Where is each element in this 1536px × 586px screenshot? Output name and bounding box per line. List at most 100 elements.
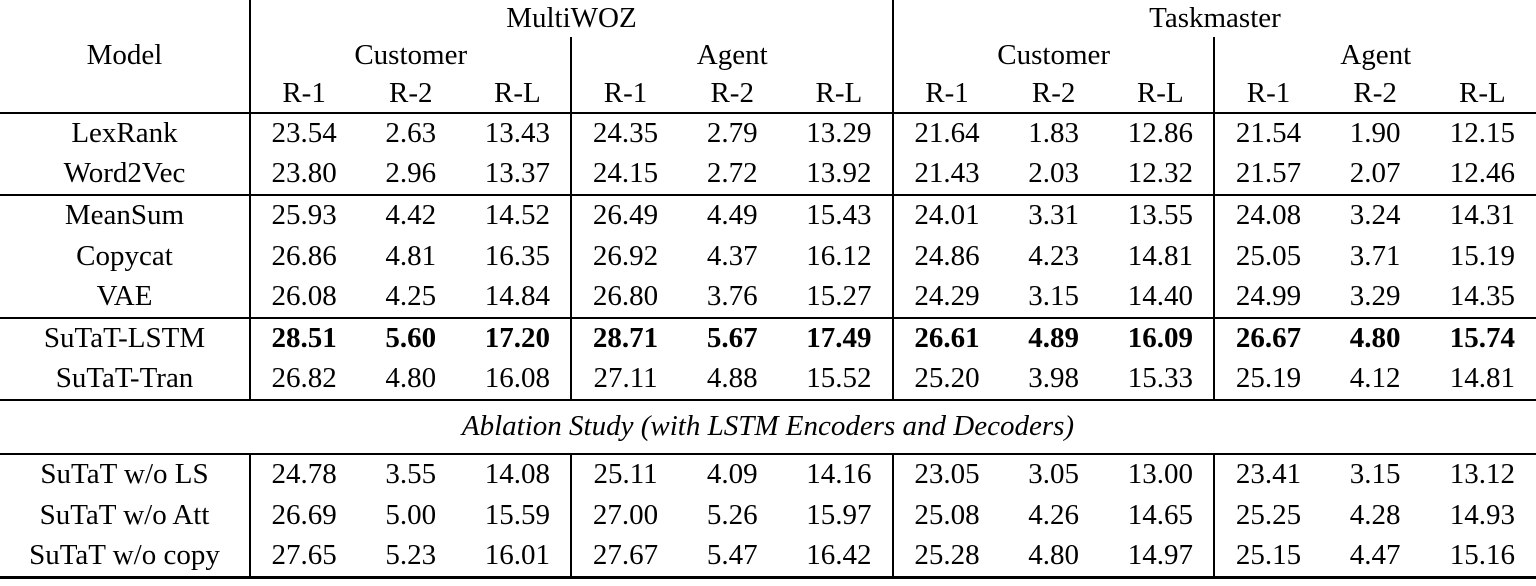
model-name: SuTaT w/o LS	[40, 458, 209, 491]
metric-value: 16.08	[484, 362, 551, 395]
table-row: Word2Vec 23.80 2.96 13.37 24.15 2.72 13.92 21.4…	[0, 154, 1536, 196]
metric-value: 14.97	[1127, 539, 1193, 572]
metric-value: 12.32	[1127, 157, 1193, 190]
group-ablation-study: SuTaT w/o LS 24.78 3.55 14.08 25.11 4.09 14.16…	[0, 454, 1536, 578]
metric-value: 21.64	[891, 113, 1001, 155]
metric-value: 4.81	[385, 239, 437, 272]
metric-value: 13.92	[806, 157, 872, 190]
speaker-header-row: Customer Agent Customer Agent	[0, 37, 1536, 75]
table-row: Copycat 26.86 4.81 16.35 26.92 4.37 16.12 24.86…	[0, 236, 1536, 278]
metric-value: 21.43	[891, 154, 1001, 196]
table-row: MeanSum 25.93 4.42 14.52 26.49 4.49 15.43 24.01…	[0, 195, 1536, 237]
dataset-header-taskmaster: Taskmaster	[891, 0, 1536, 38]
metric-value: 26.61	[891, 318, 1001, 360]
metric-value: 5.47	[706, 539, 758, 572]
metric-value: 3.15	[1028, 280, 1080, 313]
table-row: VAE 26.08 4.25 14.84 26.80 3.76 15.27 24.29 3.15…	[0, 277, 1536, 319]
metric-value: 26.86	[248, 236, 358, 278]
speaker-header-taskmaster-agent: Agent	[1213, 37, 1536, 75]
metric-value: 26.69	[248, 495, 358, 537]
model-name: SuTaT-Tran	[55, 362, 194, 395]
table-header: Model MultiWOZ Taskmaster Customer Agent…	[0, 0, 1536, 114]
metric-value: 4.25	[385, 280, 437, 313]
metric-value: 4.09	[706, 458, 758, 491]
metric-value: 5.60	[385, 322, 437, 355]
metric-value: 14.65	[1127, 498, 1193, 531]
metric-value: 27.67	[570, 536, 679, 578]
metric-value: 3.29	[1349, 280, 1401, 313]
metric-value: 12.46	[1449, 157, 1515, 190]
metric-value: 4.80	[385, 362, 437, 395]
metric-value: 14.84	[484, 280, 551, 313]
table-row: SuTaT w/o copy 27.65 5.23 16.01 27.67 5.47 16.…	[0, 536, 1536, 578]
metric-value: 14.81	[1449, 362, 1515, 395]
metric-value: 25.08	[891, 495, 1001, 537]
table-row: LexRank 23.54 2.63 13.43 24.35 2.79 13.29 21.64…	[0, 113, 1536, 155]
speaker-header-multiwoz-agent: Agent	[570, 37, 893, 75]
metric-value: 4.37	[706, 239, 758, 272]
metric-value: 16.01	[484, 539, 551, 572]
metric-value: 2.72	[706, 157, 758, 190]
metric-value: 21.57	[1213, 154, 1322, 196]
metric-value: 13.43	[484, 117, 551, 150]
metric-value: 15.52	[806, 362, 872, 395]
metric-header-row: R-1 R-2 R-L R-1 R-2 R-L R-1 R-2 R-L R-1 …	[0, 74, 1536, 114]
model-name: Copycat	[76, 239, 173, 272]
metric-value: 15.43	[806, 199, 872, 232]
metric-value: 3.76	[706, 280, 758, 313]
metric-value: 23.05	[891, 454, 1001, 496]
model-name: LexRank	[71, 117, 178, 150]
metric-value: 14.52	[484, 199, 551, 232]
metric-header: R-2	[1353, 76, 1397, 109]
metric-value: 26.82	[248, 359, 358, 401]
metric-value: 26.67	[1213, 318, 1322, 360]
metric-value: 14.81	[1127, 239, 1193, 272]
metric-header: R-1	[570, 74, 679, 114]
metric-value: 14.40	[1127, 280, 1193, 313]
metric-header: R-2	[388, 76, 433, 109]
metric-value: 2.96	[385, 157, 437, 190]
metric-header: R-L	[1459, 76, 1506, 109]
metric-value: 2.03	[1028, 157, 1080, 190]
table-row: SuTaT-LSTM 28.51 5.60 17.20 28.71 5.67 17.49 26…	[0, 318, 1536, 360]
model-name: Word2Vec	[63, 157, 186, 190]
metric-value: 4.89	[1028, 322, 1080, 355]
metric-value: 23.41	[1213, 454, 1322, 496]
metric-value: 5.67	[706, 322, 758, 355]
metric-header: R-L	[494, 76, 541, 109]
metric-value: 15.19	[1449, 239, 1515, 272]
metric-header: R-2	[1031, 76, 1076, 109]
speaker-header-taskmaster-customer: Customer	[891, 37, 1215, 75]
metric-value: 26.08	[248, 277, 358, 319]
metric-value: 24.29	[891, 277, 1001, 319]
metric-value: 26.49	[570, 195, 679, 237]
metric-value: 3.05	[1028, 458, 1080, 491]
metric-value: 2.63	[385, 117, 437, 150]
metric-value: 1.83	[1028, 117, 1080, 150]
metric-value: 24.35	[570, 113, 679, 155]
group-sutat-models: SuTaT-LSTM 28.51 5.60 17.20 28.71 5.67 17.49 26…	[0, 318, 1536, 401]
metric-value: 21.54	[1213, 113, 1322, 155]
metric-value: 15.74	[1449, 322, 1515, 355]
metric-value: 15.33	[1127, 362, 1193, 395]
metric-value: 17.20	[484, 322, 551, 355]
metric-header: R-1	[891, 74, 1001, 114]
metric-value: 25.25	[1213, 495, 1322, 537]
metric-value: 13.00	[1127, 458, 1193, 491]
metric-header: R-L	[815, 76, 863, 109]
metric-value: 14.93	[1449, 498, 1515, 531]
metric-value: 4.49	[706, 199, 758, 232]
metric-value: 3.55	[385, 458, 437, 491]
metric-value: 16.35	[484, 239, 551, 272]
metric-value: 4.28	[1349, 498, 1401, 531]
metric-value: 16.42	[806, 539, 872, 572]
metric-value: 13.55	[1127, 199, 1193, 232]
metric-value: 28.71	[570, 318, 679, 360]
metric-value: 13.12	[1449, 458, 1515, 491]
metric-value: 24.86	[891, 236, 1001, 278]
metric-header: R-1	[248, 74, 358, 114]
metric-header: R-L	[1136, 76, 1184, 109]
metric-value: 5.26	[706, 498, 758, 531]
metric-value: 15.27	[806, 280, 872, 313]
metric-value: 5.23	[385, 539, 437, 572]
